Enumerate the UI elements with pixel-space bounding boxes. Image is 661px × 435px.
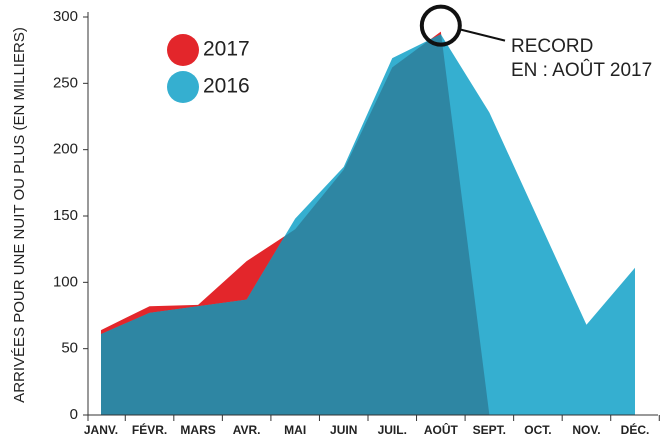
y-tick-label: 300 [53, 8, 78, 25]
legend-swatch [167, 34, 199, 66]
x-tick-label: AVR. [233, 423, 261, 435]
x-tick-label: MARS [180, 423, 215, 435]
y-axis-label: ARRIVÉES POUR UNE NUIT OU PLUS (EN MILLI… [11, 27, 28, 403]
x-tick-label: AOÛT [424, 422, 459, 435]
y-tick-label: 200 [53, 141, 78, 158]
annotation-line [460, 28, 506, 42]
y-tick-label: 0 [70, 406, 78, 423]
area-overlap [101, 34, 490, 415]
legend-label: 2017 [203, 38, 250, 61]
legend-label: 2016 [203, 75, 250, 98]
x-tick-label: JUIN [330, 423, 357, 435]
y-tick-label: 50 [61, 340, 78, 357]
x-tick-label: JUIL. [378, 423, 407, 435]
annotation-text: RECORD [511, 36, 593, 57]
annotation-circle [419, 4, 462, 47]
x-tick-label: SEPT. [473, 423, 506, 435]
annotation-text: EN : AOÛT 2017 [511, 59, 652, 81]
x-tick-label: JANV. [84, 423, 118, 435]
x-tick-label: DÉC. [621, 422, 650, 435]
legend-swatch [167, 71, 199, 103]
x-tick-label: MAI [284, 423, 306, 435]
x-tick-label: OCT. [524, 423, 551, 435]
y-tick-label: 150 [53, 207, 78, 224]
y-tick-label: 250 [53, 74, 78, 91]
x-tick-label: FÉVR. [132, 422, 167, 435]
x-tick-label: NOV. [572, 423, 600, 435]
y-tick-label: 100 [53, 273, 78, 290]
